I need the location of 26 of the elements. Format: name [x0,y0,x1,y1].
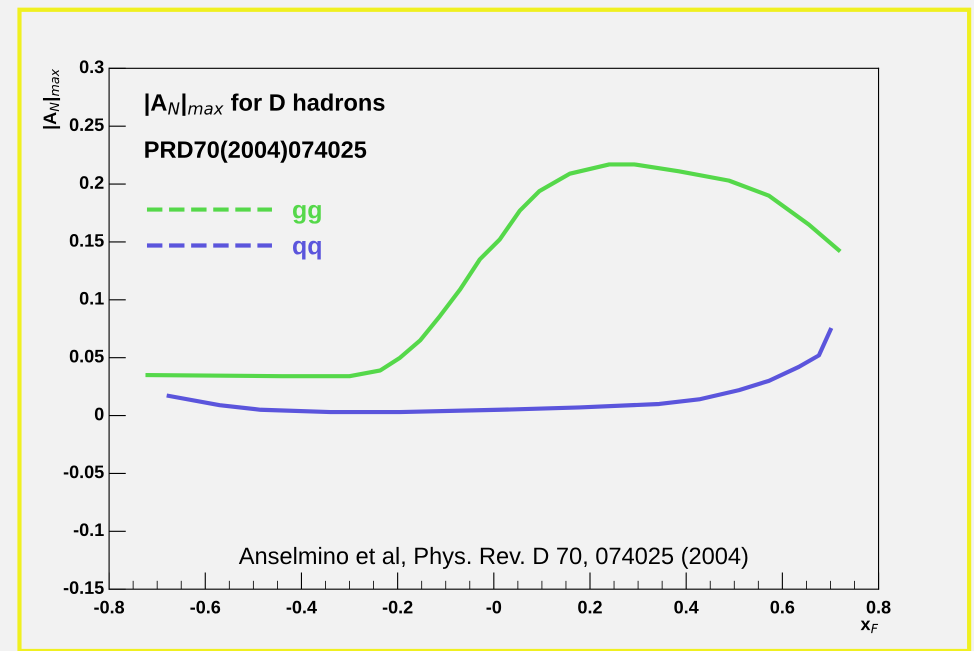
x-tick-label: 0.2 [578,600,602,614]
x-tick-label: -0.2 [382,600,412,614]
y-tick-label: -0.15 [64,581,104,594]
y-tick-label: 0.3 [80,60,104,74]
x-axis-title: x$_{F}$ [860,620,878,634]
x-tick-label: -0.8 [94,600,124,614]
x-tick-label: 0.4 [674,600,699,614]
x-tick-label: 0.8 [866,600,891,614]
x-tick-label: -0 [486,600,502,614]
x-tick-label: 0.6 [770,600,794,614]
y-tick-label: 0.15 [70,234,104,247]
annotation: Anselmino et al, Phys. Rev. D 70, 074025 (2004) [238,546,748,569]
y-tick-label: 0.1 [80,292,104,305]
x-tick-label: -0.6 [190,600,220,614]
annotation: |A$_{N}$|$_{max}$ for D hadrons [146,93,384,116]
y-tick-label: -0.1 [74,523,104,536]
y-tick-label: 0.2 [80,176,104,189]
x-tick-label: -0.4 [286,600,317,614]
y-tick-label: -0.05 [64,465,104,478]
y-tick-label: 0.25 [70,118,104,132]
text: gg [293,204,321,224]
annotation: PRD70(2004)074025 [145,140,366,163]
y-tick-label: 0.05 [70,350,104,363]
y-axis-title: |A$_{N}$|$_{max}$ [42,68,60,129]
text: qq [293,240,321,260]
y-tick-label: 0 [94,408,104,420]
